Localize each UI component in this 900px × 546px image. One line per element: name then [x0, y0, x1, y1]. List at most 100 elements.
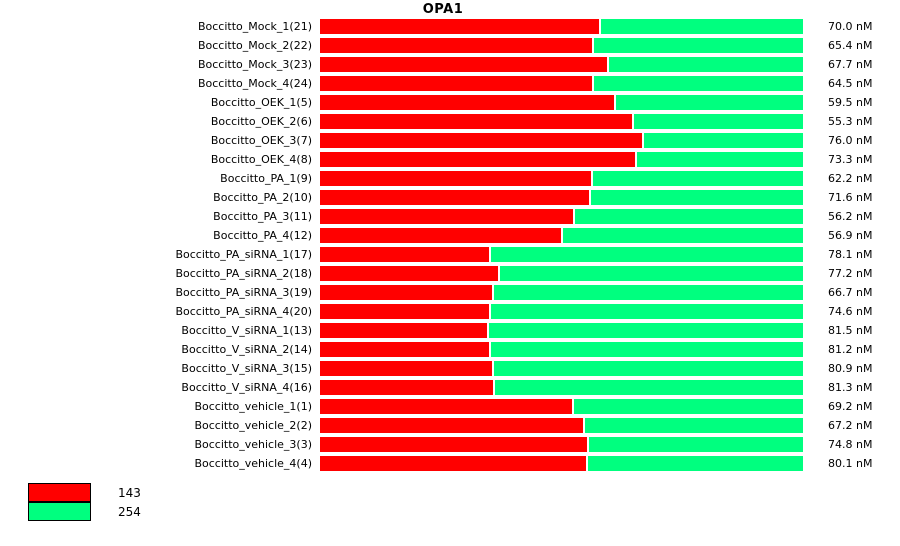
bar-segment-red[interactable]	[320, 361, 492, 376]
bar-segment-green[interactable]	[563, 228, 803, 243]
value-label: 80.1 nM	[828, 457, 873, 470]
bar-segment-gap	[572, 399, 575, 414]
bar-segment-red[interactable]	[320, 152, 635, 167]
chart-row: Boccitto_vehicle_3(3) 74.8 nM	[0, 435, 900, 454]
bar-segment-gap	[589, 190, 592, 205]
value-label: 55.3 nM	[828, 115, 873, 128]
bar-segment-red[interactable]	[320, 57, 607, 72]
bar-segment-red[interactable]	[320, 399, 573, 414]
bar-segment-red[interactable]	[320, 437, 588, 452]
chart-row: Boccitto_PA_3(11) 56.2 nM	[0, 207, 900, 226]
chart-row: Boccitto_PA_1(9) 62.2 nM	[0, 169, 900, 188]
bar-segment-red[interactable]	[320, 190, 590, 205]
chart-row: Boccitto_PA_siRNA_1(17) 78.1 nM	[0, 245, 900, 264]
stacked-bar[interactable]	[320, 57, 803, 72]
stacked-bar[interactable]	[320, 76, 803, 91]
bar-segment-green[interactable]	[644, 133, 803, 148]
value-label: 69.2 nM	[828, 400, 873, 413]
chart-row: Boccitto_PA_2(10) 71.6 nM	[0, 188, 900, 207]
bar-segment-green[interactable]	[489, 323, 803, 338]
stacked-bar[interactable]	[320, 152, 803, 167]
bar-segment-red[interactable]	[320, 171, 591, 186]
bar-segment-red[interactable]	[320, 38, 592, 53]
bar-segment-green[interactable]	[575, 209, 803, 224]
stacked-bar[interactable]	[320, 133, 803, 148]
bar-segment-green[interactable]	[592, 171, 803, 186]
stacked-bar[interactable]	[320, 190, 803, 205]
bar-segment-green[interactable]	[593, 38, 803, 53]
stacked-bar[interactable]	[320, 399, 803, 414]
bar-segment-green[interactable]	[616, 95, 803, 110]
value-label: 56.9 nM	[828, 229, 873, 242]
stacked-bar[interactable]	[320, 323, 803, 338]
stacked-bar[interactable]	[320, 209, 803, 224]
bar-segment-green[interactable]	[500, 266, 803, 281]
bar-segment-red[interactable]	[320, 323, 488, 338]
bar-segment-red[interactable]	[320, 266, 499, 281]
bar-segment-green[interactable]	[494, 380, 803, 395]
replicate-label: Boccitto_PA_siRNA_3(19)	[175, 286, 312, 299]
legend-label: 254	[118, 504, 141, 519]
bar-segment-green[interactable]	[588, 456, 803, 471]
bar-segment-green[interactable]	[608, 57, 803, 72]
bar-segment-gap	[586, 456, 589, 471]
bar-segment-green[interactable]	[574, 399, 803, 414]
stacked-bar[interactable]	[320, 266, 803, 281]
stacked-bar[interactable]	[320, 418, 803, 433]
bar-segment-green[interactable]	[591, 190, 803, 205]
bar-segment-red[interactable]	[320, 247, 490, 262]
stacked-bar[interactable]	[320, 380, 803, 395]
bar-segment-green[interactable]	[589, 437, 803, 452]
bar-segment-red[interactable]	[320, 304, 490, 319]
bar-segment-green[interactable]	[491, 304, 803, 319]
bar-segment-red[interactable]	[320, 285, 492, 300]
stacked-bar[interactable]	[320, 95, 803, 110]
bar-segment-gap	[491, 361, 494, 376]
stacked-bar[interactable]	[320, 456, 803, 471]
stacked-bar[interactable]	[320, 19, 803, 34]
bar-segment-green[interactable]	[593, 76, 803, 91]
bar-segment-green[interactable]	[491, 342, 803, 357]
value-label: 73.3 nM	[828, 153, 873, 166]
chart-row: Boccitto_OEK_3(7) 76.0 nM	[0, 131, 900, 150]
bar-segment-green[interactable]	[601, 19, 803, 34]
stacked-bar[interactable]	[320, 171, 803, 186]
bar-segment-red[interactable]	[320, 456, 587, 471]
bar-segment-green[interactable]	[491, 247, 803, 262]
legend-label: 143	[118, 485, 141, 500]
stacked-bar[interactable]	[320, 304, 803, 319]
stacked-bar[interactable]	[320, 342, 803, 357]
replicate-label: Boccitto_Mock_1(21)	[197, 20, 312, 33]
chart-row: Boccitto_Mock_1(21) 70.0 nM	[0, 17, 900, 36]
bar-segment-green[interactable]	[493, 285, 803, 300]
stacked-bar[interactable]	[320, 228, 803, 243]
bar-segment-red[interactable]	[320, 228, 562, 243]
replicate-label: Boccitto_PA_siRNA_2(18)	[175, 267, 312, 280]
bar-segment-green[interactable]	[584, 418, 803, 433]
replicate-label: Boccitto_V_siRNA_2(14)	[181, 343, 312, 356]
value-label: 64.5 nM	[828, 77, 873, 90]
bar-segment-red[interactable]	[320, 133, 643, 148]
stacked-bar[interactable]	[320, 285, 803, 300]
bar-segment-red[interactable]	[320, 19, 600, 34]
bar-segment-green[interactable]	[634, 114, 803, 129]
bar-segment-red[interactable]	[320, 342, 490, 357]
bar-segment-red[interactable]	[320, 76, 592, 91]
stacked-bar[interactable]	[320, 38, 803, 53]
bar-segment-red[interactable]	[320, 209, 574, 224]
bar-segment-gap	[498, 266, 501, 281]
bar-segment-red[interactable]	[320, 95, 615, 110]
stacked-bar[interactable]	[320, 247, 803, 262]
value-label: 66.7 nM	[828, 286, 873, 299]
bar-segment-green[interactable]	[636, 152, 803, 167]
bar-segment-red[interactable]	[320, 114, 633, 129]
bar-segment-red[interactable]	[320, 380, 493, 395]
bar-segment-green[interactable]	[493, 361, 803, 376]
value-label: 76.0 nM	[828, 134, 873, 147]
stacked-bar[interactable]	[320, 114, 803, 129]
stacked-bar[interactable]	[320, 361, 803, 376]
stacked-bar[interactable]	[320, 437, 803, 452]
bar-segment-gap	[599, 19, 602, 34]
value-label: 70.0 nM	[828, 20, 873, 33]
bar-segment-red[interactable]	[320, 418, 583, 433]
